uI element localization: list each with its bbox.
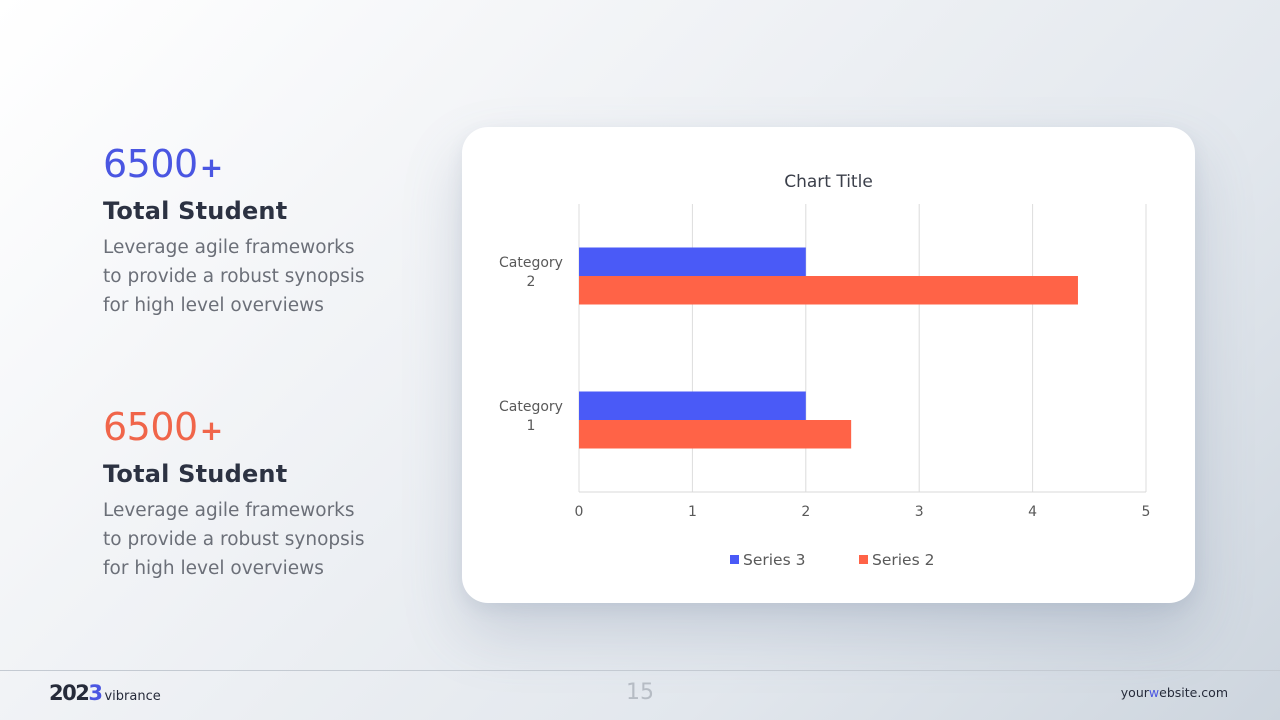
chart-card: Chart Title 0 1 2 3 4 5 Category 1 Category 2 Serie… xyxy=(462,127,1195,603)
logo-year-main: 202 xyxy=(49,681,90,705)
x-tick-label: 4 xyxy=(1028,504,1037,520)
website-accent: w xyxy=(1148,685,1160,700)
page-number: 15 xyxy=(626,680,654,705)
stat-description-line: for high level overviews xyxy=(103,295,324,316)
stat-number-value: 6500 xyxy=(103,405,198,449)
bar-series-3 xyxy=(579,247,806,276)
legend-label: Series 2 xyxy=(872,551,934,569)
logo-brand: vibrance xyxy=(104,689,161,704)
y-category-label: Category xyxy=(499,255,563,271)
stat-description-line: Leverage agile frameworks xyxy=(103,237,355,258)
chart-title: Chart Title xyxy=(784,172,873,192)
stat-number-suffix: + xyxy=(199,151,223,184)
logo-year-accent: 3 xyxy=(88,681,103,705)
x-tick-label: 0 xyxy=(575,504,584,520)
bar-series-2 xyxy=(579,420,852,449)
stat-number: 6500+ xyxy=(103,404,403,454)
stat-description: Leverage agile frameworks to provide a r… xyxy=(103,496,393,583)
website-prefix: your xyxy=(1120,685,1149,700)
legend-label: Series 3 xyxy=(743,551,805,569)
stat-block-2: 6500+ Total Student Leverage agile frame… xyxy=(103,404,403,583)
x-tick-label: 1 xyxy=(688,504,697,520)
legend-swatch xyxy=(730,555,739,564)
legend-swatch xyxy=(859,555,868,564)
stat-description: Leverage agile frameworks to provide a r… xyxy=(103,233,393,320)
x-tick-label: 3 xyxy=(915,504,924,520)
stat-number-value: 6500 xyxy=(103,142,198,186)
stat-number-suffix: + xyxy=(199,414,223,447)
bar-series-2 xyxy=(579,276,1078,305)
stat-description-line: for high level overviews xyxy=(103,558,324,579)
bar-series-3 xyxy=(579,391,806,420)
stat-description-line: to provide a robust synopsis xyxy=(103,529,365,550)
bar-chart: Chart Title 0 1 2 3 4 5 Category 1 Category 2 Serie… xyxy=(499,172,1151,569)
stat-heading: Total Student xyxy=(103,460,288,488)
website-link[interactable]: yourwebsite.com xyxy=(1121,685,1228,700)
stat-heading: Total Student xyxy=(103,197,288,225)
y-category-label: Category xyxy=(499,399,563,415)
logo: 2023 vibrance xyxy=(49,681,161,711)
stat-description-line: to provide a robust synopsis xyxy=(103,266,365,287)
stat-number: 6500+ xyxy=(103,141,403,191)
y-category-label: 1 xyxy=(527,418,536,434)
stat-block-1: 6500+ Total Student Leverage agile frame… xyxy=(103,141,403,320)
y-category-label: 2 xyxy=(527,274,536,290)
x-tick-label: 5 xyxy=(1142,504,1151,520)
website-suffix: ebsite.com xyxy=(1159,685,1228,700)
logo-year: 2023 xyxy=(49,681,103,705)
footer-divider xyxy=(0,670,1280,671)
x-tick-label: 2 xyxy=(801,504,810,520)
stat-description-line: Leverage agile frameworks xyxy=(103,500,355,521)
